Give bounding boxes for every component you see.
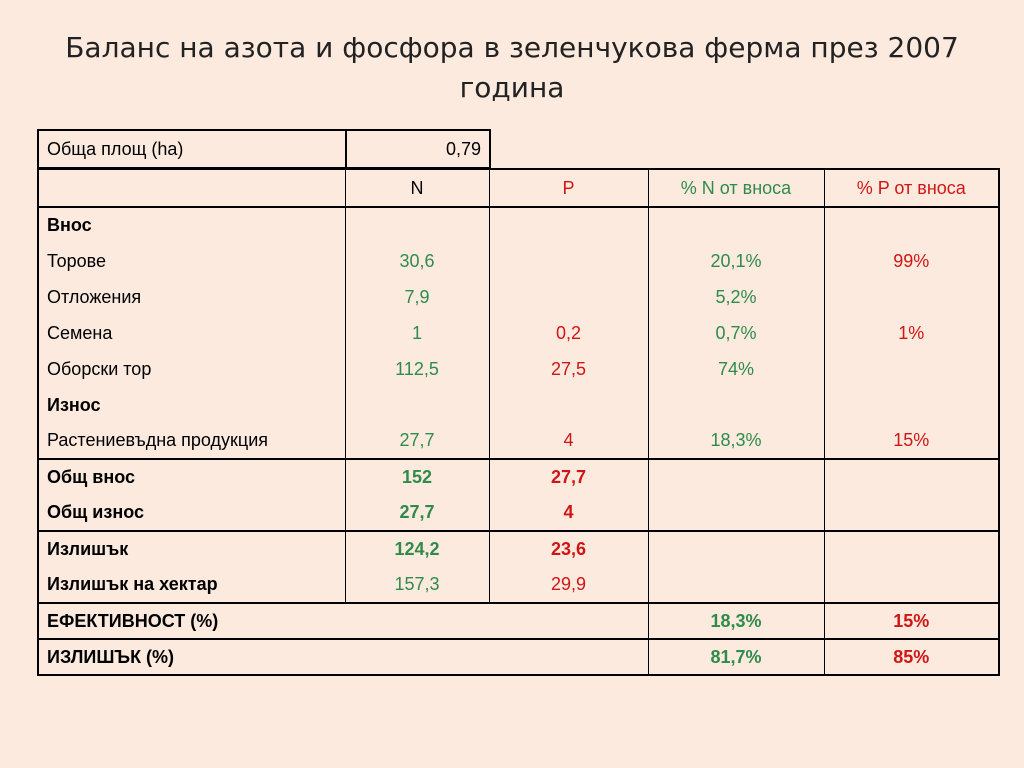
- row-label: Излишък: [37, 531, 346, 567]
- header-p: P: [488, 168, 649, 208]
- header-pct-p: % P от вноса: [823, 168, 1000, 208]
- header-n: N: [344, 168, 490, 208]
- table-row: Семена 1 0,2 0,7% 1%: [37, 315, 1000, 351]
- cell-n: 27,7: [344, 495, 490, 532]
- cell-pct-n: 74%: [647, 351, 825, 387]
- area-label: Обща площ (ha): [37, 129, 347, 169]
- cell-p: 4: [488, 495, 649, 532]
- cell-pct-n: 18,3%: [647, 423, 825, 460]
- section-row-input: Внос: [37, 207, 1000, 243]
- cell-p: 0,2: [488, 315, 649, 351]
- row-label: ИЗЛИШЪК (%): [37, 639, 649, 676]
- header-pct-n: % N от вноса: [647, 168, 825, 208]
- balance-table: N P % N от вноса % P от вноса Внос Торов…: [37, 168, 1000, 676]
- section-row-output: Износ: [37, 387, 1000, 423]
- table-row: Торове 30,6 20,1% 99%: [37, 243, 1000, 279]
- row-label: Семена: [37, 315, 346, 351]
- row-label: ЕФЕКТИВНОСТ (%): [37, 603, 649, 640]
- row-label: Излишък на хектар: [37, 567, 346, 604]
- cell-pct-p: 99%: [823, 243, 1000, 279]
- slide-title: Баланс на азота и фосфора в зеленчукова …: [65, 31, 959, 104]
- cell-p: 29,9: [488, 567, 649, 604]
- area-table: Обща площ (ha) 0,79: [37, 129, 491, 169]
- row-label: Оборски тор: [37, 351, 346, 387]
- cell-n: 124,2: [344, 531, 490, 567]
- cell-n: 27,7: [344, 423, 490, 460]
- table-row: Оборски тор 112,5 27,5 74%: [37, 351, 1000, 387]
- table-row-total-in: Общ внос 152 27,7: [37, 459, 1000, 495]
- cell-pct-n: 20,1%: [647, 243, 825, 279]
- cell-pct-n: 18,3%: [647, 603, 825, 640]
- cell-pct-p: [823, 279, 1000, 315]
- table-row: Отложения 7,9 5,2%: [37, 279, 1000, 315]
- row-label: Торове: [37, 243, 346, 279]
- cell-p: 4: [488, 423, 649, 460]
- cell-n: 1: [344, 315, 490, 351]
- row-label: Отложения: [37, 279, 346, 315]
- cell-pct-n: 81,7%: [647, 639, 825, 676]
- table-row-total-out: Общ износ 27,7 4: [37, 495, 1000, 532]
- cell-pct-p: 15%: [823, 603, 1000, 640]
- section-label-input: Внос: [37, 207, 346, 243]
- cell-pct-n: 5,2%: [647, 279, 825, 315]
- cell-p: [488, 279, 649, 315]
- cell-pct-p: [823, 351, 1000, 387]
- table-row: Растениевъдна продукция 27,7 4 18,3% 15%: [37, 423, 1000, 460]
- cell-p: 27,5: [488, 351, 649, 387]
- row-label: Растениевъдна продукция: [37, 423, 346, 460]
- cell-n: 7,9: [344, 279, 490, 315]
- table-row-efficiency: ЕФЕКТИВНОСТ (%) 18,3% 15%: [37, 603, 1000, 640]
- cell-p: 23,6: [488, 531, 649, 567]
- cell-pct-n: 0,7%: [647, 315, 825, 351]
- cell-p: [488, 243, 649, 279]
- cell-n: 30,6: [344, 243, 490, 279]
- header-empty: [37, 168, 346, 208]
- table-row-surplus: Излишък 124,2 23,6: [37, 531, 1000, 567]
- row-label: Общ внос: [37, 459, 346, 495]
- header-row: N P % N от вноса % P от вноса: [37, 168, 1000, 208]
- cell-pct-p: 1%: [823, 315, 1000, 351]
- area-value: 0,79: [345, 129, 491, 169]
- cell-p: 27,7: [488, 459, 649, 495]
- cell-pct-p: 15%: [823, 423, 1000, 460]
- area-row: Обща площ (ha) 0,79: [37, 129, 491, 169]
- row-label: Общ износ: [37, 495, 346, 532]
- table-row-surplus-ha: Излишък на хектар 157,3 29,9: [37, 567, 1000, 604]
- table-row-surplus-pct: ИЗЛИШЪК (%) 81,7% 85%: [37, 639, 1000, 676]
- cell-n: 152: [344, 459, 490, 495]
- cell-pct-p: 85%: [823, 639, 1000, 676]
- section-label-output: Износ: [37, 387, 346, 423]
- cell-n: 112,5: [344, 351, 490, 387]
- cell-n: 157,3: [344, 567, 490, 604]
